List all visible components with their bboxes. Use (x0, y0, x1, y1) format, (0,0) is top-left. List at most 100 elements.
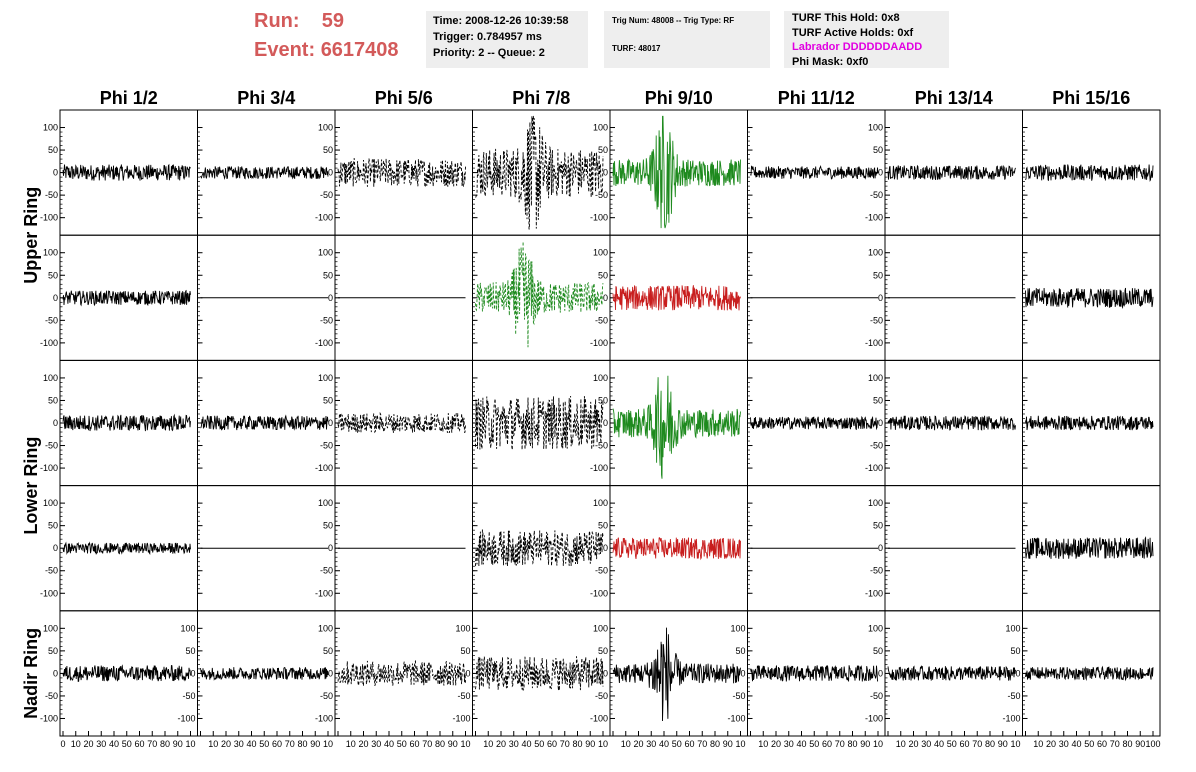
x-tick-label: 20 (358, 739, 368, 749)
phi-mask-text: Phi Mask: 0xf0 (792, 55, 869, 68)
y-tick-label: -50 (45, 566, 58, 576)
column-label: Phi 9/10 (645, 88, 713, 108)
x-tick-label: 100 (1145, 739, 1160, 749)
trig-num-text: Trig Num: 48008 -- Trig Type: RF (612, 16, 735, 25)
x-tick-label: 10 (460, 739, 470, 749)
y-tick-label: 100 (318, 623, 333, 633)
y-tick-label: 0 (1015, 668, 1020, 678)
y-tick-label: 100 (868, 123, 883, 133)
waveform-trace (612, 375, 741, 479)
x-tick-label: 30 (784, 739, 794, 749)
waveform-trace (612, 285, 741, 311)
column-label: Phi 5/6 (375, 88, 433, 108)
y-tick-label: -100 (865, 588, 883, 598)
x-tick-label: 10 (71, 739, 81, 749)
waveform-trace (1025, 665, 1154, 682)
x-tick-label: 10 (483, 739, 493, 749)
y-tick-label: 50 (598, 395, 608, 405)
y-tick-label: -50 (595, 315, 608, 325)
waveform-trace (337, 157, 466, 188)
waveform-trace (475, 656, 604, 691)
y-tick-label: 100 (318, 123, 333, 133)
y-tick-label: 100 (593, 498, 608, 508)
y-tick-label: 50 (598, 145, 608, 155)
y-tick-label: 50 (323, 646, 333, 656)
row-group-label: Upper Ring (21, 187, 41, 284)
x-tick-label: 50 (672, 739, 682, 749)
y-tick-label: -50 (320, 190, 333, 200)
x-tick-label: 80 (435, 739, 445, 749)
y-tick-label: 100 (455, 623, 470, 633)
y-tick-label: 0 (328, 543, 333, 553)
x-tick-label: 0 (60, 739, 65, 749)
x-tick-label: 90 (998, 739, 1008, 749)
column-label: Phi 15/16 (1052, 88, 1130, 108)
y-tick-label: 0 (328, 293, 333, 303)
y-tick-label: 0 (603, 668, 608, 678)
y-tick-label: 50 (1010, 646, 1020, 656)
y-tick-label: -100 (590, 338, 608, 348)
y-tick-label: 50 (48, 270, 58, 280)
x-tick-label: 60 (272, 739, 282, 749)
y-tick-label: 50 (323, 270, 333, 280)
x-tick-label: 50 (1084, 739, 1094, 749)
labrador-text: Labrador DDDDDDAADD (792, 41, 923, 53)
x-tick-label: 70 (422, 739, 432, 749)
x-tick-label: 20 (771, 739, 781, 749)
x-tick-label: 40 (659, 739, 669, 749)
time-info-box: Time: 2008-12-26 10:39:58 Trigger: 0.784… (426, 11, 588, 68)
y-tick-label: 100 (868, 623, 883, 633)
y-tick-label: -50 (595, 691, 608, 701)
y-tick-label: 0 (465, 668, 470, 678)
y-tick-label: 0 (328, 668, 333, 678)
y-tick-label: 100 (593, 248, 608, 258)
y-tick-label: 0 (190, 668, 195, 678)
y-tick-label: -100 (590, 713, 608, 723)
y-tick-label: -50 (870, 691, 883, 701)
x-tick-label: 10 (873, 739, 883, 749)
y-tick-label: 0 (740, 668, 745, 678)
x-tick-label: 10 (735, 739, 745, 749)
y-tick-label: 100 (730, 623, 745, 633)
waveform-trace (62, 289, 191, 307)
x-tick-label: 20 (83, 739, 93, 749)
y-tick-label: 0 (603, 418, 608, 428)
y-tick-label: 100 (868, 373, 883, 383)
waveform-trace (200, 414, 329, 431)
waveform-trace (475, 241, 604, 348)
y-tick-label: 0 (328, 168, 333, 178)
y-tick-label: -50 (182, 691, 195, 701)
x-tick-label: 50 (947, 739, 957, 749)
y-tick-label: 50 (735, 646, 745, 656)
y-tick-label: -50 (870, 441, 883, 451)
y-tick-label: -100 (1002, 713, 1020, 723)
y-tick-label: -50 (320, 441, 333, 451)
x-tick-label: 70 (147, 739, 157, 749)
x-tick-label: 10 (1033, 739, 1043, 749)
x-tick-label: 30 (371, 739, 381, 749)
y-tick-label: -100 (452, 713, 470, 723)
y-tick-label: 50 (873, 270, 883, 280)
y-tick-label: 100 (1005, 623, 1020, 633)
y-tick-label: 0 (328, 418, 333, 428)
trigger-info-box: Trig Num: 48008 -- Trig Type: RF TURF: 4… (604, 11, 770, 68)
x-tick-label: 60 (134, 739, 144, 749)
x-tick-label: 80 (297, 739, 307, 749)
y-tick-label: -50 (320, 691, 333, 701)
run-label: Run: (254, 10, 300, 32)
y-tick-label: 50 (48, 521, 58, 531)
y-tick-label: 100 (180, 623, 195, 633)
y-tick-label: 0 (53, 293, 58, 303)
column-label: Phi 13/14 (915, 88, 993, 108)
event-label: Event: (254, 39, 316, 61)
y-tick-label: -100 (315, 713, 333, 723)
x-tick-label: 60 (1097, 739, 1107, 749)
y-tick-label: 50 (323, 395, 333, 405)
waveform-trace (750, 164, 879, 180)
x-tick-label: 60 (547, 739, 557, 749)
y-tick-label: -50 (870, 190, 883, 200)
y-tick-label: 50 (598, 270, 608, 280)
y-tick-label: -100 (315, 213, 333, 223)
waveform-trace (200, 666, 329, 681)
y-tick-label: 50 (873, 521, 883, 531)
